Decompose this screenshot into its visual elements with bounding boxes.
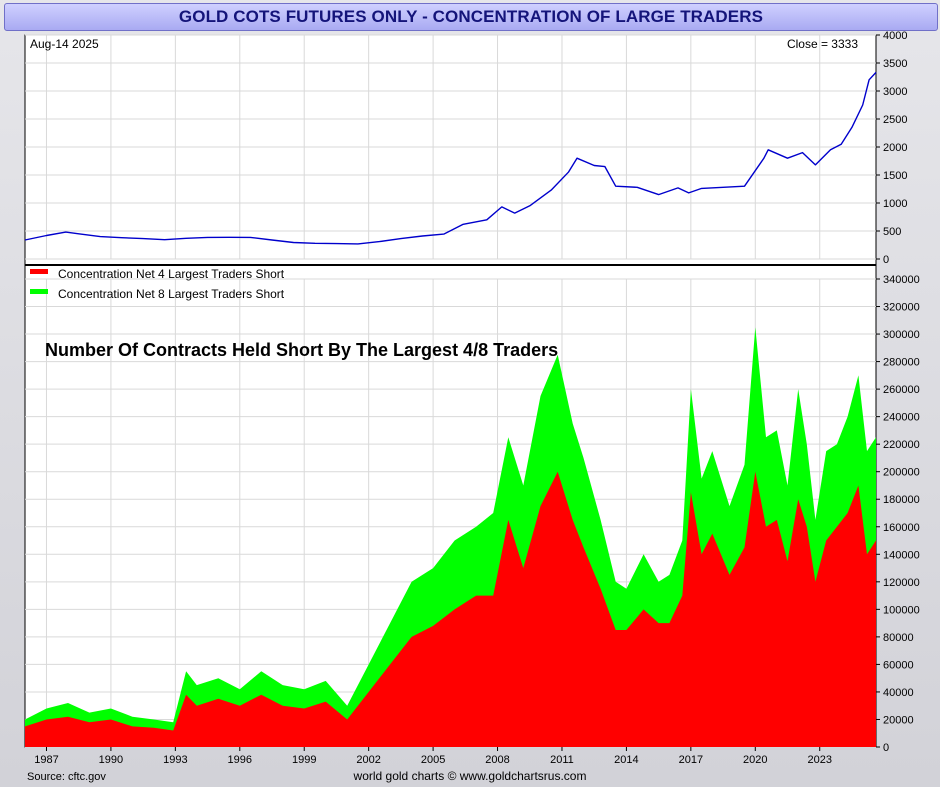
cot-area-series (25, 327, 876, 747)
xtick-label: 2011 (550, 754, 574, 766)
close-label: Close = 3333 (787, 37, 858, 51)
legend-swatch-net4 (30, 269, 48, 274)
cot-annotation: Number Of Contracts Held Short By The La… (45, 340, 558, 360)
price-ytick-label: 3000 (883, 86, 907, 98)
price-ytick-label: 2500 (883, 114, 907, 126)
cot-ytick-label: 220000 (883, 439, 920, 451)
cot-ytick-label: 180000 (883, 494, 920, 506)
legend-swatch-net8 (30, 289, 48, 294)
date-label: Aug-14 2025 (30, 37, 99, 51)
xtick-label: 2014 (614, 754, 638, 766)
cot-y-axis: 0 20000 40000 60000 80000 100000 120000 140000 1… (876, 274, 920, 754)
xtick-label: 2017 (679, 754, 703, 766)
xtick-label: 2002 (356, 754, 380, 766)
credit-label: world gold charts © www.goldchartsrus.co… (353, 769, 587, 783)
xtick-label: 2008 (485, 754, 509, 766)
price-ytick-label: 1000 (883, 198, 907, 210)
cot-ytick-label: 140000 (883, 549, 920, 561)
price-ytick-label: 1500 (883, 170, 907, 182)
xtick-label: 1999 (292, 754, 316, 766)
source-label: Source: cftc.gov (27, 771, 106, 783)
price-y-axis: 0 500 1000 1500 2000 2500 3000 3500 4000 (876, 30, 907, 266)
cot-ytick-label: 340000 (883, 274, 920, 286)
price-ytick-label: 500 (883, 226, 901, 238)
cot-ytick-label: 40000 (883, 687, 914, 699)
cot-ytick-label: 320000 (883, 302, 920, 314)
cot-ytick-label: 160000 (883, 522, 920, 534)
cot-ytick-label: 0 (883, 742, 889, 754)
xtick-label: 2020 (743, 754, 767, 766)
xtick-label: 1987 (34, 754, 58, 766)
x-axis: 1987 1990 1993 1996 1999 2002 2005 2008 2011 2014… (34, 747, 832, 766)
legend-label-net8: Concentration Net 8 Largest Traders Shor… (58, 287, 285, 301)
cot-ytick-label: 260000 (883, 384, 920, 396)
cot-ytick-label: 100000 (883, 604, 920, 616)
cot-ytick-label: 240000 (883, 412, 920, 424)
cot-ytick-label: 20000 (883, 714, 914, 726)
chart-title: GOLD COTS FUTURES ONLY - CONCENTRATION O… (4, 3, 938, 31)
area-net4-largest-short (25, 471, 876, 747)
gold-price-line (24, 71, 877, 245)
price-ytick-label: 0 (883, 254, 889, 266)
cot-ytick-label: 280000 (883, 357, 920, 369)
cot-ytick-label: 80000 (883, 632, 914, 644)
xtick-label: 1996 (228, 754, 252, 766)
cot-ytick-label: 60000 (883, 659, 914, 671)
cot-ytick-label: 300000 (883, 329, 920, 341)
price-ytick-label: 3500 (883, 58, 907, 70)
xtick-label: 2005 (421, 754, 445, 766)
price-ytick-label: 2000 (883, 142, 907, 154)
xtick-label: 1990 (99, 754, 123, 766)
price-gridlines (25, 34, 876, 260)
cot-ytick-label: 120000 (883, 577, 920, 589)
price-line-series (24, 71, 877, 245)
xtick-label: 1993 (163, 754, 187, 766)
cot-ytick-label: 200000 (883, 467, 920, 479)
legend-label-net4: Concentration Net 4 Largest Traders Shor… (58, 267, 285, 281)
price-ytick-label: 4000 (883, 30, 907, 42)
xtick-label: 2023 (807, 754, 831, 766)
